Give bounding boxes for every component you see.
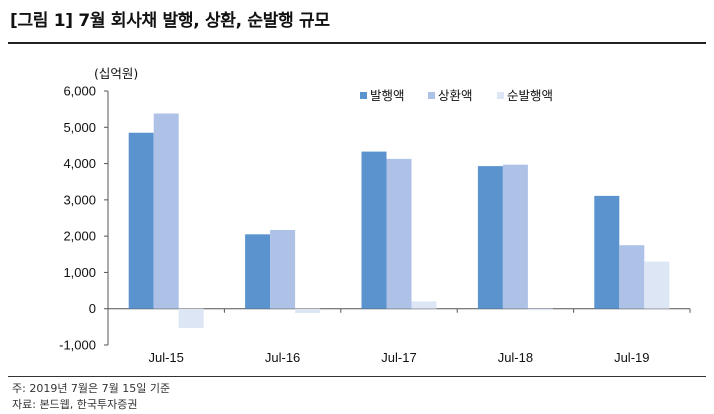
x-tick-label: Jul-16 xyxy=(265,350,300,365)
bar xyxy=(619,245,645,309)
y-tick-label: -1,000 xyxy=(59,338,96,353)
x-tick-label: Jul-15 xyxy=(148,350,183,365)
legend-label: 발행액 xyxy=(370,88,405,103)
bar xyxy=(178,308,204,328)
bar xyxy=(153,113,179,309)
chart-title: [그림 1] 7월 회사채 발행, 상환, 순발행 규모 xyxy=(10,11,330,31)
source-note: 자료: 본드웹, 한국투자증권 xyxy=(12,398,138,411)
legend-label: 순발행액 xyxy=(507,88,553,103)
y-tick-label: 6,000 xyxy=(63,84,96,99)
bar xyxy=(245,234,271,309)
bar xyxy=(361,151,387,309)
legend-label: 상환액 xyxy=(438,88,473,103)
legend-swatch xyxy=(360,92,367,99)
x-axis: Jul-15 Jul-16 Jul-17 Jul-18 Jul-19 xyxy=(108,308,691,365)
legend: 발행액 상환액 순발행액 xyxy=(360,88,553,103)
y-tick-label: 3,000 xyxy=(63,192,96,207)
y-tick-label: 4,000 xyxy=(63,156,96,171)
bar xyxy=(270,229,296,309)
legend-swatch xyxy=(428,92,435,99)
y-tick-label: 1,000 xyxy=(63,265,96,280)
x-tick-label: Jul-18 xyxy=(498,350,533,365)
y-tick-label: 0 xyxy=(89,301,96,316)
y-tick-label: 5,000 xyxy=(63,120,96,135)
bar xyxy=(295,308,321,314)
bar xyxy=(477,166,503,309)
x-tick-label: Jul-19 xyxy=(614,350,649,365)
bar xyxy=(594,195,620,309)
bar xyxy=(644,261,670,309)
bar xyxy=(527,308,553,311)
bars xyxy=(128,113,670,328)
legend-swatch xyxy=(497,92,504,99)
bar xyxy=(386,158,412,309)
y-tick-label: 2,000 xyxy=(63,229,96,244)
bar xyxy=(411,301,437,309)
y-axis: 6,000 5,000 4,000 3,000 2,000 1,000 0 -1,000 xyxy=(59,84,109,353)
x-tick-label: Jul-17 xyxy=(381,350,416,365)
bar xyxy=(128,132,154,309)
bar xyxy=(502,164,528,309)
footnote: 주: 2019년 7월은 7월 15일 기준 xyxy=(12,382,171,395)
y-unit-label: (십억원) xyxy=(94,66,138,81)
footer-rule xyxy=(8,376,706,377)
title-rule xyxy=(8,42,706,44)
